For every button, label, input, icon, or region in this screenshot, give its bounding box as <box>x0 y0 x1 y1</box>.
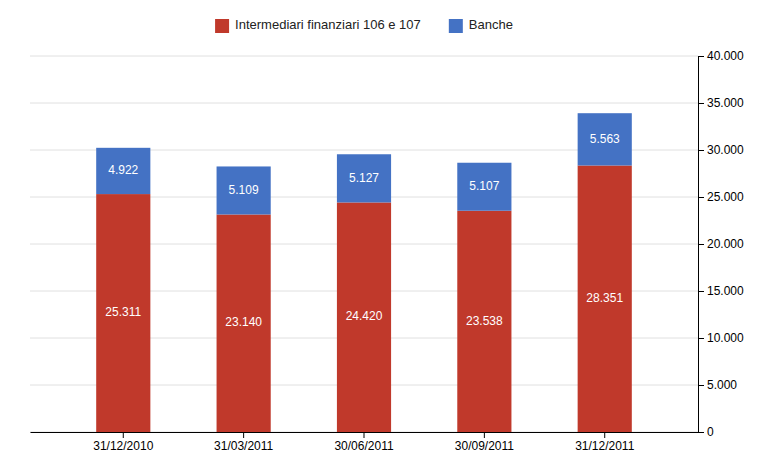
grid-line <box>30 56 698 57</box>
data-label: 5.127 <box>349 171 379 185</box>
data-label: 5.563 <box>590 132 620 146</box>
y-axis: 0 5.000 10.000 15.000 20.000 25.000 30.000 35.0… <box>698 49 744 439</box>
y-tick: 20.000 <box>698 237 744 251</box>
y-tick: 10.000 <box>698 331 744 345</box>
grid <box>30 56 698 432</box>
x-tick-mark <box>604 432 605 438</box>
y-tick: 35.000 <box>698 96 744 110</box>
x-axis: 31/12/2010 31/03/2011 30/06/2011 30/09/2011… <box>31 432 699 453</box>
legend-label: Banche <box>469 17 513 32</box>
data-label: 5.109 <box>229 183 259 197</box>
y-tick-label: 15.000 <box>707 284 744 298</box>
bar <box>96 148 150 194</box>
bar <box>217 214 271 432</box>
bar <box>578 166 632 432</box>
data-label: 5.107 <box>469 179 499 193</box>
y-tick-mark <box>698 56 704 57</box>
bar <box>96 194 150 432</box>
x-tick: 31/12/2011 <box>575 432 634 453</box>
bar <box>457 163 511 211</box>
legend-label: Intermediari finanziari 106 e 107 <box>235 17 421 32</box>
x-tick: 31/12/2010 <box>93 432 153 453</box>
y-tick: 40.000 <box>698 49 744 63</box>
bar <box>217 166 271 214</box>
y-tick: 15.000 <box>698 284 744 298</box>
y-tick: 25.000 <box>698 190 744 204</box>
x-tick-label: 30/06/2011 <box>334 439 393 453</box>
y-tick-label: 35.000 <box>707 96 744 110</box>
x-tick-label: 30/09/2011 <box>455 439 514 453</box>
y-tick: 0 <box>698 425 714 439</box>
data-label: 28.351 <box>586 291 623 305</box>
x-tick-mark <box>123 432 124 438</box>
y-tick-label: 25.000 <box>707 190 744 204</box>
y-tick-mark <box>698 150 704 151</box>
y-tick-mark <box>698 103 704 104</box>
x-tick-mark <box>243 432 244 438</box>
bar <box>337 154 391 202</box>
data-label: 23.140 <box>225 315 262 329</box>
y-tick-label: 0 <box>707 425 714 439</box>
data-label: 24.420 <box>346 309 383 323</box>
chart: 25.311 23.140 24.420 23.538 28.351 4.922 5.109… <box>0 0 768 472</box>
x-tick: 30/06/2011 <box>334 432 393 453</box>
y-tick-label: 40.000 <box>707 49 744 63</box>
y-tick-mark <box>698 291 704 292</box>
data-labels: 25.311 23.140 24.420 23.538 28.351 4.922 5.109… <box>105 132 623 330</box>
legend-item: Intermediari finanziari 106 e 107 <box>215 17 421 33</box>
y-tick-mark <box>698 244 704 245</box>
y-tick-label: 10.000 <box>707 331 744 345</box>
y-tick-mark <box>698 338 704 339</box>
y-axis-line <box>699 57 705 433</box>
y-tick-label: 30.000 <box>707 143 744 157</box>
x-tick-label: 31/12/2010 <box>93 439 153 453</box>
y-tick-label: 5.000 <box>707 378 737 392</box>
bars <box>96 113 632 432</box>
x-tick-label: 31/12/2011 <box>575 439 634 453</box>
grid-line <box>30 103 698 104</box>
bar <box>337 202 391 432</box>
y-tick-label: 20.000 <box>707 237 744 251</box>
bar <box>457 211 511 432</box>
y-tick-mark <box>698 385 704 386</box>
legend-swatch <box>215 19 229 33</box>
x-tick-mark <box>484 432 485 438</box>
x-tick-label: 31/03/2011 <box>214 439 273 453</box>
y-tick-mark <box>698 432 704 433</box>
x-tick: 30/09/2011 <box>455 432 514 453</box>
plot: 25.311 23.140 24.420 23.538 28.351 4.922 5.109… <box>30 49 744 452</box>
legend-swatch <box>449 19 463 33</box>
legend: Intermediari finanziari 106 e 107 Banche <box>215 17 513 33</box>
data-label: 23.538 <box>466 314 503 328</box>
x-tick: 31/03/2011 <box>214 432 273 453</box>
x-tick-mark <box>364 432 365 438</box>
y-tick-mark <box>698 197 704 198</box>
y-tick: 5.000 <box>698 378 737 392</box>
legend-item: Banche <box>449 17 513 33</box>
data-label: 4.922 <box>108 163 138 177</box>
series <box>96 166 632 432</box>
series <box>96 113 632 214</box>
y-tick: 30.000 <box>698 143 744 157</box>
data-label: 25.311 <box>105 305 141 319</box>
bar <box>578 113 632 165</box>
